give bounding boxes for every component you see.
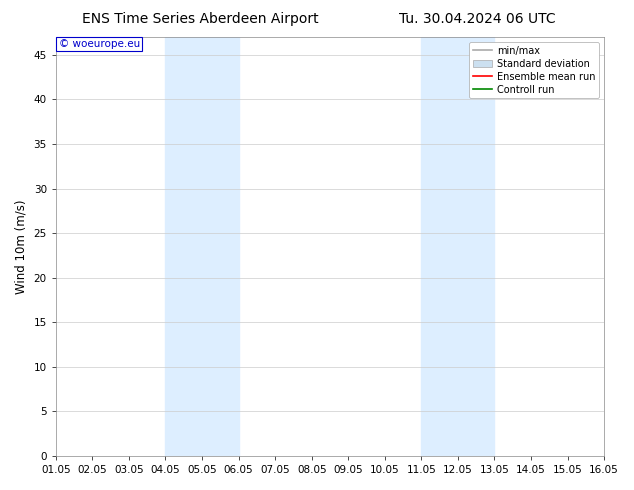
Y-axis label: Wind 10m (m/s): Wind 10m (m/s) <box>15 199 28 294</box>
Bar <box>165 37 238 456</box>
Text: ENS Time Series Aberdeen Airport: ENS Time Series Aberdeen Airport <box>82 12 319 26</box>
Bar <box>422 37 495 456</box>
Text: Tu. 30.04.2024 06 UTC: Tu. 30.04.2024 06 UTC <box>399 12 556 26</box>
Text: © woeurope.eu: © woeurope.eu <box>58 39 140 49</box>
Legend: min/max, Standard deviation, Ensemble mean run, Controll run: min/max, Standard deviation, Ensemble me… <box>469 42 599 98</box>
